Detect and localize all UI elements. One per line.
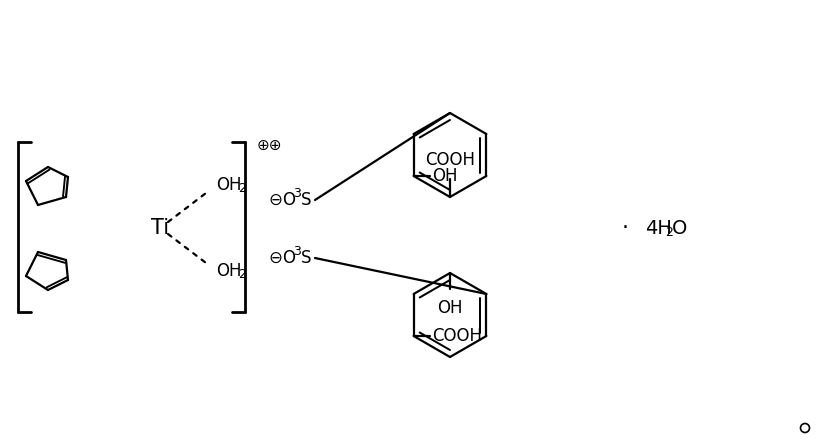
- Text: 2: 2: [238, 269, 246, 282]
- Text: 2: 2: [665, 225, 673, 239]
- Text: ⊖: ⊖: [268, 191, 282, 209]
- Text: 2: 2: [238, 182, 246, 195]
- Text: OH: OH: [437, 299, 463, 317]
- Text: 3: 3: [293, 187, 301, 200]
- Text: 3: 3: [293, 245, 301, 258]
- Text: 4H: 4H: [645, 219, 671, 237]
- Text: ·: ·: [622, 218, 628, 238]
- Text: S: S: [301, 191, 311, 209]
- Text: COOH: COOH: [425, 151, 475, 169]
- Text: OH: OH: [216, 262, 242, 280]
- Text: OH: OH: [432, 167, 457, 185]
- Text: Ti: Ti: [151, 218, 169, 238]
- Text: ⊕⊕: ⊕⊕: [257, 138, 282, 153]
- Text: OH: OH: [216, 176, 242, 194]
- Text: O: O: [282, 249, 295, 267]
- Text: O: O: [672, 219, 687, 237]
- Text: ⊖: ⊖: [268, 249, 282, 267]
- Text: O: O: [282, 191, 295, 209]
- Text: COOH: COOH: [432, 327, 481, 345]
- Text: S: S: [301, 249, 311, 267]
